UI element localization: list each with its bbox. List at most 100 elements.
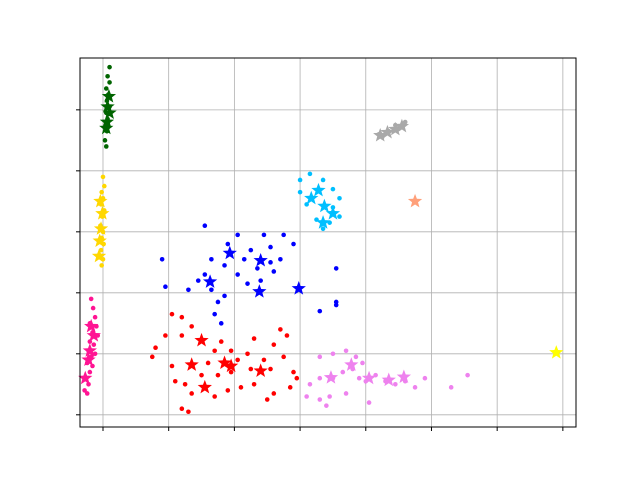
data-point — [327, 394, 332, 399]
centroid-star-marker — [549, 345, 564, 359]
data-point — [360, 360, 365, 366]
data-point — [268, 244, 273, 250]
data-point — [100, 174, 106, 180]
data-point — [255, 266, 260, 271]
data-point — [105, 73, 110, 79]
data-point — [215, 299, 221, 305]
data-point — [87, 369, 93, 375]
data-point — [271, 269, 277, 274]
data-point — [261, 232, 267, 238]
data-point — [169, 363, 175, 369]
data-point — [287, 385, 293, 390]
data-point — [317, 308, 323, 314]
centroid-star-marker — [380, 124, 395, 139]
data-point — [333, 266, 339, 271]
data-point — [153, 345, 158, 351]
data-point — [356, 375, 362, 381]
centroid-star-marker — [91, 248, 107, 263]
data-point — [90, 305, 96, 311]
centroid-star-marker — [381, 372, 396, 387]
data-point — [304, 394, 309, 399]
centroid-star-marker — [82, 343, 97, 357]
data-point — [320, 226, 326, 232]
data-point — [179, 333, 185, 338]
centroid-star-marker — [325, 206, 341, 220]
centroid-star-marker — [311, 182, 326, 197]
data-point — [169, 311, 175, 317]
centroid-star-marker — [86, 328, 101, 342]
data-point — [297, 177, 303, 183]
data-point — [209, 256, 214, 262]
plot-frame — [79, 57, 577, 428]
data-point — [186, 287, 191, 293]
data-point — [84, 391, 90, 396]
data-point — [353, 354, 359, 360]
data-point — [159, 256, 165, 262]
centroid-star-marker — [344, 357, 359, 371]
data-point — [82, 388, 87, 393]
centroid-star-marker — [304, 190, 319, 205]
data-point — [271, 342, 277, 347]
centroid-star-marker — [373, 127, 388, 142]
centroid-star-marker — [252, 284, 267, 298]
centroid-star-marker — [84, 318, 99, 333]
data-point — [235, 272, 240, 277]
data-point — [337, 214, 342, 219]
data-point — [245, 351, 250, 357]
centroid-star-marker — [253, 363, 268, 377]
centroid-star-marker — [95, 206, 110, 220]
data-point — [172, 378, 178, 384]
data-point — [248, 247, 254, 253]
data-point — [195, 278, 201, 283]
data-point — [330, 186, 336, 192]
data-point — [291, 241, 296, 247]
data-point — [366, 400, 372, 405]
data-point — [340, 369, 346, 375]
centroid-star-marker — [394, 118, 410, 133]
centroid-star-marker — [78, 370, 93, 385]
data-point — [317, 375, 323, 381]
data-point — [343, 391, 349, 396]
data-point — [268, 366, 273, 372]
data-point — [278, 327, 283, 332]
data-point — [268, 260, 273, 265]
data-point — [189, 391, 194, 396]
centroid-star-marker — [81, 352, 96, 366]
centroid-star-marker — [92, 233, 107, 248]
data-point — [163, 333, 168, 338]
data-point — [99, 263, 104, 268]
data-point — [317, 354, 323, 360]
data-point — [281, 232, 286, 238]
data-point — [107, 64, 112, 70]
data-point — [103, 86, 109, 91]
data-point — [258, 278, 263, 283]
data-point — [238, 385, 244, 390]
data-point — [103, 144, 109, 149]
data-point — [235, 232, 240, 238]
data-point — [294, 375, 300, 381]
data-point — [291, 369, 296, 375]
data-point — [212, 348, 217, 354]
data-point — [222, 263, 227, 268]
data-point — [225, 241, 231, 247]
centroid-star-marker — [317, 198, 332, 213]
data-point — [88, 296, 94, 302]
centroid-star-marker — [223, 358, 239, 373]
centroid-star-marker — [202, 274, 218, 288]
data-point — [271, 391, 277, 396]
data-point — [333, 302, 339, 308]
centroid-star-marker — [102, 105, 117, 119]
centroid-star-marker — [100, 99, 115, 113]
data-point — [324, 403, 329, 408]
data-point — [179, 314, 185, 320]
centroid-star-marker — [217, 355, 232, 370]
data-point — [317, 397, 323, 402]
data-point — [189, 324, 194, 329]
data-point — [235, 357, 240, 363]
data-point — [218, 321, 224, 326]
data-point — [264, 397, 270, 402]
data-point — [179, 406, 185, 412]
data-point — [107, 80, 112, 85]
data-point — [163, 284, 168, 290]
